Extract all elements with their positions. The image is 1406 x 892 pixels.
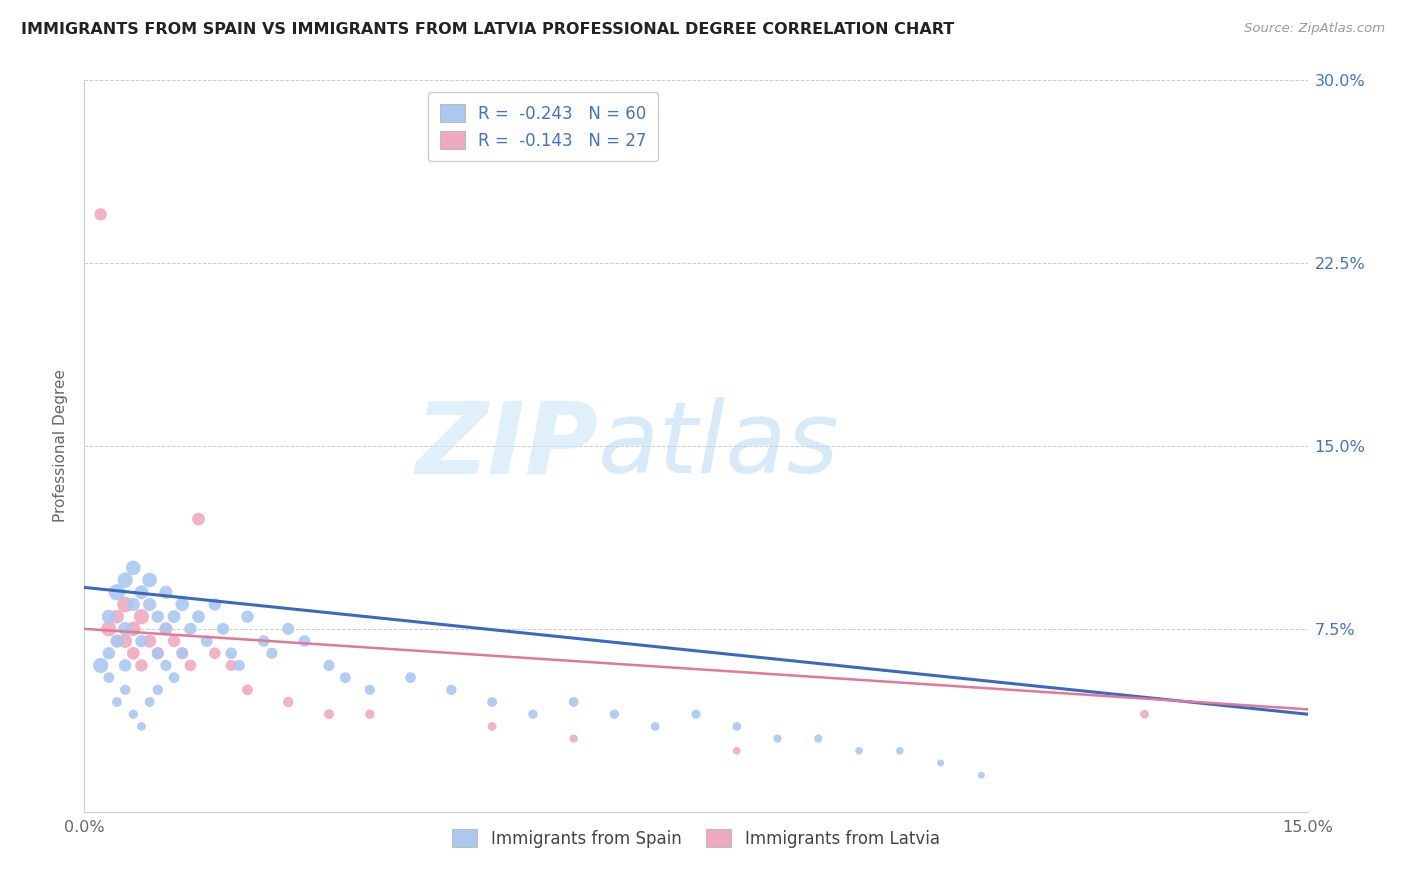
Point [97,646,120,660]
Point [138,573,160,587]
Text: Source: ZipAtlas.com: Source: ZipAtlas.com [1244,22,1385,36]
Point [138,598,160,612]
Point [195,634,218,648]
Point [318,658,340,673]
Point [122,561,145,575]
Point [929,756,952,770]
Point [114,658,136,673]
Y-axis label: Professional Degree: Professional Degree [53,369,69,523]
Point [766,731,789,746]
Point [359,707,381,722]
Point [114,598,136,612]
Point [522,707,544,722]
Point [114,573,136,587]
Point [889,744,911,758]
Point [114,634,136,648]
Point [146,609,169,624]
Point [294,634,316,648]
Point [105,585,128,599]
Point [122,707,145,722]
Point [440,682,463,697]
Point [970,768,993,782]
Point [90,658,112,673]
Point [138,695,160,709]
Point [105,634,128,648]
Point [219,658,242,673]
Point [562,731,585,746]
Point [163,609,186,624]
Point [97,671,120,685]
Point [807,731,830,746]
Point [481,695,503,709]
Point [163,634,186,648]
Point [1133,707,1156,722]
Point [90,207,112,221]
Point [97,622,120,636]
Point [155,622,177,636]
Point [172,646,194,660]
Point [204,646,226,660]
Point [155,658,177,673]
Point [146,646,169,660]
Point [146,682,169,697]
Point [644,719,666,733]
Text: atlas: atlas [598,398,839,494]
Point [318,707,340,722]
Point [114,682,136,697]
Point [236,609,259,624]
Point [359,682,381,697]
Point [131,719,153,733]
Point [122,622,145,636]
Point [187,512,209,526]
Point [179,658,201,673]
Point [848,744,870,758]
Point [219,646,242,660]
Point [725,719,748,733]
Point [146,646,169,660]
Point [204,598,226,612]
Point [172,598,194,612]
Point [131,658,153,673]
Point [138,634,160,648]
Point [163,671,186,685]
Point [260,646,283,660]
Point [236,682,259,697]
Point [105,609,128,624]
Point [603,707,626,722]
Point [725,744,748,758]
Point [131,585,153,599]
Point [335,671,357,685]
Text: IMMIGRANTS FROM SPAIN VS IMMIGRANTS FROM LATVIA PROFESSIONAL DEGREE CORRELATION : IMMIGRANTS FROM SPAIN VS IMMIGRANTS FROM… [21,22,955,37]
Point [685,707,707,722]
Point [253,634,276,648]
Legend: Immigrants from Spain, Immigrants from Latvia: Immigrants from Spain, Immigrants from L… [446,822,946,855]
Point [131,634,153,648]
Point [131,609,153,624]
Point [114,622,136,636]
Point [277,622,299,636]
Point [228,658,250,673]
Point [481,719,503,733]
Point [277,695,299,709]
Point [122,646,145,660]
Point [212,622,235,636]
Point [399,671,422,685]
Point [97,609,120,624]
Point [105,695,128,709]
Point [122,598,145,612]
Point [155,585,177,599]
Point [562,695,585,709]
Point [155,622,177,636]
Point [179,622,201,636]
Point [172,646,194,660]
Point [187,609,209,624]
Point [105,634,128,648]
Text: ZIP: ZIP [415,398,598,494]
